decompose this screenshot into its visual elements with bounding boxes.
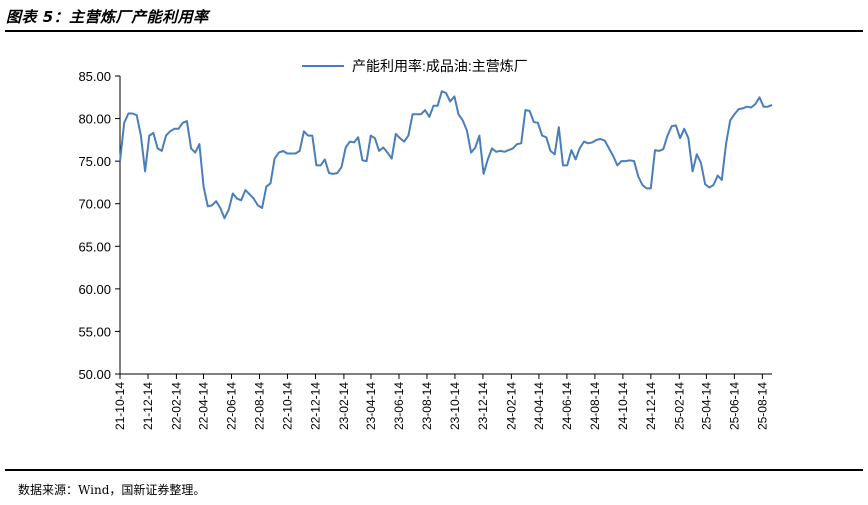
y-tick-label: 70.00	[78, 197, 111, 212]
source-note: 数据来源：Wind，国新证券整理。	[18, 483, 206, 497]
x-tick-label: 25-02-14	[672, 382, 686, 430]
legend-label: 产能利用率:成品油:主营炼厂	[352, 58, 528, 74]
x-tick-label: 22-10-14	[280, 382, 294, 430]
x-tick-label: 25-06-14	[727, 382, 741, 430]
x-tick-label: 23-04-14	[364, 382, 378, 430]
y-axis: 50.00 55.00 60.00 65.00 70.00 75.00 80.00 85.00	[78, 69, 121, 382]
series-line	[119, 90, 773, 220]
x-tick-label: 24-12-14	[644, 382, 658, 430]
x-tick-label: 23-02-14	[337, 382, 351, 430]
x-tick-label: 22-12-14	[308, 382, 322, 430]
chart-title: 图表 5：主营炼厂产能利用率	[6, 8, 209, 26]
x-tick-label: 23-12-14	[476, 382, 490, 430]
x-tick-label: 21-12-14	[141, 382, 155, 430]
x-tick-label: 21-10-14	[113, 382, 127, 430]
y-tick-label: 85.00	[78, 69, 111, 84]
x-tick-label: 22-08-14	[252, 382, 266, 430]
x-tick-label: 24-10-14	[616, 382, 630, 430]
y-tick-label: 60.00	[78, 282, 111, 297]
x-tick-label: 24-04-14	[532, 382, 546, 430]
x-tick-label: 23-06-14	[392, 382, 406, 430]
bottom-rule	[5, 469, 863, 471]
legend: 产能利用率:成品油:主营炼厂	[302, 58, 528, 74]
x-tick-label: 22-04-14	[197, 382, 211, 430]
x-tick-label: 23-08-14	[420, 382, 434, 430]
series-layer	[119, 90, 773, 220]
y-tick-label: 75.00	[78, 154, 111, 169]
y-tick-label: 55.00	[78, 324, 111, 339]
x-tick-label: 22-06-14	[224, 382, 238, 430]
x-tick-label: 23-10-14	[448, 382, 462, 430]
x-tick-label: 24-02-14	[504, 382, 518, 430]
x-tick-label: 24-08-14	[588, 382, 602, 430]
x-tick-label: 22-02-14	[169, 382, 183, 430]
line-chart: 50.00 55.00 60.00 65.00 70.00 75.00 80.00 85.00…	[78, 58, 773, 430]
y-tick-label: 50.00	[78, 367, 111, 382]
x-tick-label: 25-04-14	[699, 382, 713, 430]
y-tick-label: 65.00	[78, 239, 111, 254]
x-tick-label: 24-06-14	[560, 382, 574, 430]
top-rule	[5, 30, 863, 32]
x-tick-label: 25-08-14	[755, 382, 769, 430]
x-axis: 21-10-14 21-12-14 22-02-14 22-04-14 22-06-14…	[113, 373, 772, 430]
y-tick-label: 80.00	[78, 112, 111, 127]
